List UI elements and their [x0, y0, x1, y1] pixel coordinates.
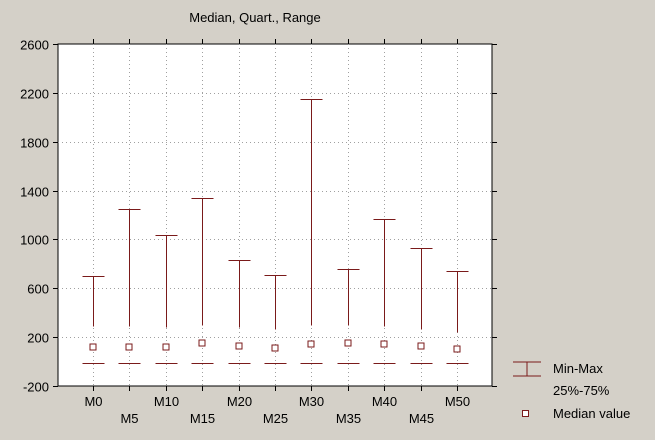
y-axis: -200 200 600 1000 1400 1800 2200 2600 [20, 38, 497, 395]
x-tick-label: M10 [154, 394, 179, 409]
y-tick-label: 2600 [20, 38, 49, 53]
box-m35 [337, 269, 360, 364]
median-marker [380, 340, 388, 348]
y-tick-label: 1000 [20, 233, 49, 248]
box-m0 [82, 276, 105, 364]
y-tick-label: 1400 [20, 185, 49, 200]
box-m45 [410, 248, 433, 364]
legend-quartile-label: 25%-75% [553, 383, 610, 398]
x-tick-label: M30 [299, 394, 324, 409]
x-tick-label: M0 [84, 394, 102, 409]
median-marker [162, 343, 170, 351]
x-axis: M0 M5 M10 M15 M20 M25 M30 M35 M40 M45 M50 [84, 39, 470, 426]
median-marker [307, 340, 315, 348]
legend-minmax-label: Min-Max [553, 361, 603, 376]
box-m40 [373, 219, 396, 364]
box-m20 [228, 260, 251, 364]
y-tick-label: 200 [27, 331, 49, 346]
x-tick-label: M40 [372, 394, 397, 409]
legend-minmax-symbol [513, 361, 541, 377]
median-marker [89, 343, 97, 351]
median-marker [453, 345, 461, 353]
legend: Min-Max 25%-75% Median value [513, 361, 630, 421]
median-marker [344, 339, 352, 347]
y-tick-label: 2200 [20, 87, 49, 102]
plot-area [57, 43, 493, 387]
x-tick-label: M5 [120, 411, 138, 426]
legend-median-label: Median value [553, 406, 630, 421]
median-marker [198, 339, 206, 347]
legend-median-symbol [522, 410, 529, 417]
median-marker [235, 342, 243, 350]
box-m50 [446, 271, 469, 364]
chart-title: Median, Quart., Range [189, 10, 321, 25]
x-tick-label: M50 [445, 394, 470, 409]
box-series [82, 99, 469, 364]
y-tick-label: -200 [23, 380, 49, 395]
y-tick-label: 1800 [20, 136, 49, 151]
median-marker [271, 344, 279, 352]
median-marker [417, 342, 425, 350]
box-m30 [300, 99, 323, 364]
median-marker [125, 343, 133, 351]
box-m5 [118, 209, 141, 364]
box-m25 [264, 275, 287, 364]
x-tick-label: M45 [409, 411, 434, 426]
box-m15 [191, 198, 214, 364]
x-tick-label: M20 [227, 394, 252, 409]
y-tick-label: 600 [27, 282, 49, 297]
box-m10 [155, 235, 178, 364]
x-tick-label: M25 [263, 411, 288, 426]
x-tick-label: M15 [190, 411, 215, 426]
x-tick-label: M35 [336, 411, 361, 426]
